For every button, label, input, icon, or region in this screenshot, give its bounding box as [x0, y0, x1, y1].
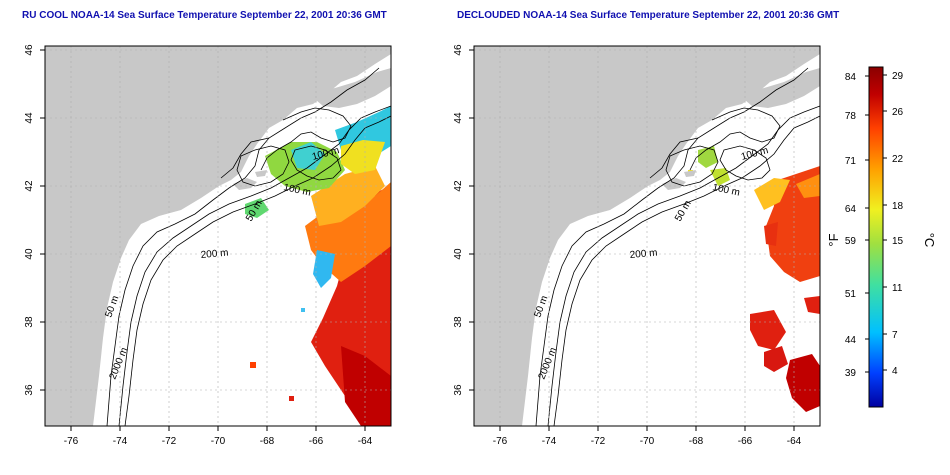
y-tick-label: 36 — [24, 384, 35, 396]
panel-title-right: DECLOUDED NOAA-14 Sea Surface Temperatur… — [457, 10, 840, 21]
colorbar-f-tick: 84 — [845, 72, 857, 83]
grid-lines — [45, 46, 391, 426]
colorbar-gradient — [868, 66, 884, 408]
colorbar-c-tick: 15 — [892, 236, 904, 247]
colorbar-fahrenheit-labels: 84 78 71 64 59 51 44 39 — [845, 72, 857, 379]
colorbar-c-tick: 4 — [892, 366, 898, 377]
colorbar-f-tick: 78 — [845, 111, 857, 122]
colorbar-unit-celsius: °C — [922, 233, 937, 248]
x-tick-label: -66 — [309, 436, 324, 447]
grid-lines — [474, 46, 820, 426]
colorbar-f-tick: 44 — [845, 335, 857, 346]
x-axis-labels: -76 -74 -72 -70 -68 -66 -64 — [493, 436, 802, 447]
x-tick-label: -64 — [787, 436, 802, 447]
x-tick-label: -66 — [738, 436, 753, 447]
x-tick-label: -68 — [689, 436, 704, 447]
y-tick-label: 38 — [453, 316, 464, 328]
colorbar-c-tick: 7 — [892, 330, 898, 341]
y-tick-label: 46 — [453, 44, 464, 56]
colorbar-c-tick: 18 — [892, 201, 904, 212]
map-panel-right: 100 m 100 m 50 m 200 m 50 m 2000 m -76 -… — [453, 44, 821, 447]
colorbar-c-tick: 22 — [892, 154, 904, 165]
colorbar-celsius-labels: 29 26 22 18 15 11 7 4 — [892, 71, 904, 377]
x-tick-label: -64 — [358, 436, 373, 447]
x-axis-labels: -76 -74 -72 -70 -68 -66 -64 — [64, 436, 373, 447]
sst-pixels — [688, 146, 820, 412]
y-tick-label: 38 — [24, 316, 35, 328]
colorbar-unit-fahrenheit: °F — [826, 233, 841, 246]
y-axis-labels: 36 38 40 42 44 46 — [453, 44, 464, 396]
y-tick-label: 46 — [24, 44, 35, 56]
colorbar-f-tick: 39 — [845, 368, 857, 379]
contour-label: 200 m — [629, 248, 658, 261]
y-tick-label: 42 — [453, 180, 464, 192]
x-tick-label: -72 — [162, 436, 177, 447]
x-tick-label: -70 — [211, 436, 226, 447]
x-tick-label: -70 — [640, 436, 655, 447]
y-axis-labels: 36 38 40 42 44 46 — [24, 44, 35, 396]
x-tick-label: -76 — [64, 436, 79, 447]
colorbar-f-tick: 59 — [845, 236, 857, 247]
x-tick-label: -76 — [493, 436, 508, 447]
x-tick-label: -74 — [113, 436, 128, 447]
y-tick-label: 44 — [453, 112, 464, 124]
colorbar-c-tick: 29 — [892, 71, 904, 82]
y-tick-label: 40 — [453, 248, 464, 260]
map-panel-left: 100 m 100 m 50 m 200 m 50 m 2000 m -76 -… — [24, 44, 392, 447]
y-tick-label: 44 — [24, 112, 35, 124]
y-tick-label: 40 — [24, 248, 35, 260]
colorbar-f-tick: 64 — [845, 204, 857, 215]
y-tick-label: 36 — [453, 384, 464, 396]
colorbar-f-tick: 51 — [845, 289, 857, 300]
colorbar: 84 78 71 64 59 51 44 39 29 26 22 18 15 1… — [826, 66, 937, 408]
x-tick-label: -74 — [542, 436, 557, 447]
x-tick-label: -72 — [591, 436, 606, 447]
colorbar-c-tick: 26 — [892, 107, 904, 118]
contour-label: 200 m — [200, 248, 229, 261]
panel-title-left: RU COOL NOAA-14 Sea Surface Temperature … — [22, 10, 387, 21]
colorbar-c-tick: 11 — [892, 283, 903, 294]
y-tick-label: 42 — [24, 180, 35, 192]
x-tick-label: -68 — [260, 436, 275, 447]
colorbar-f-tick: 71 — [845, 156, 857, 167]
